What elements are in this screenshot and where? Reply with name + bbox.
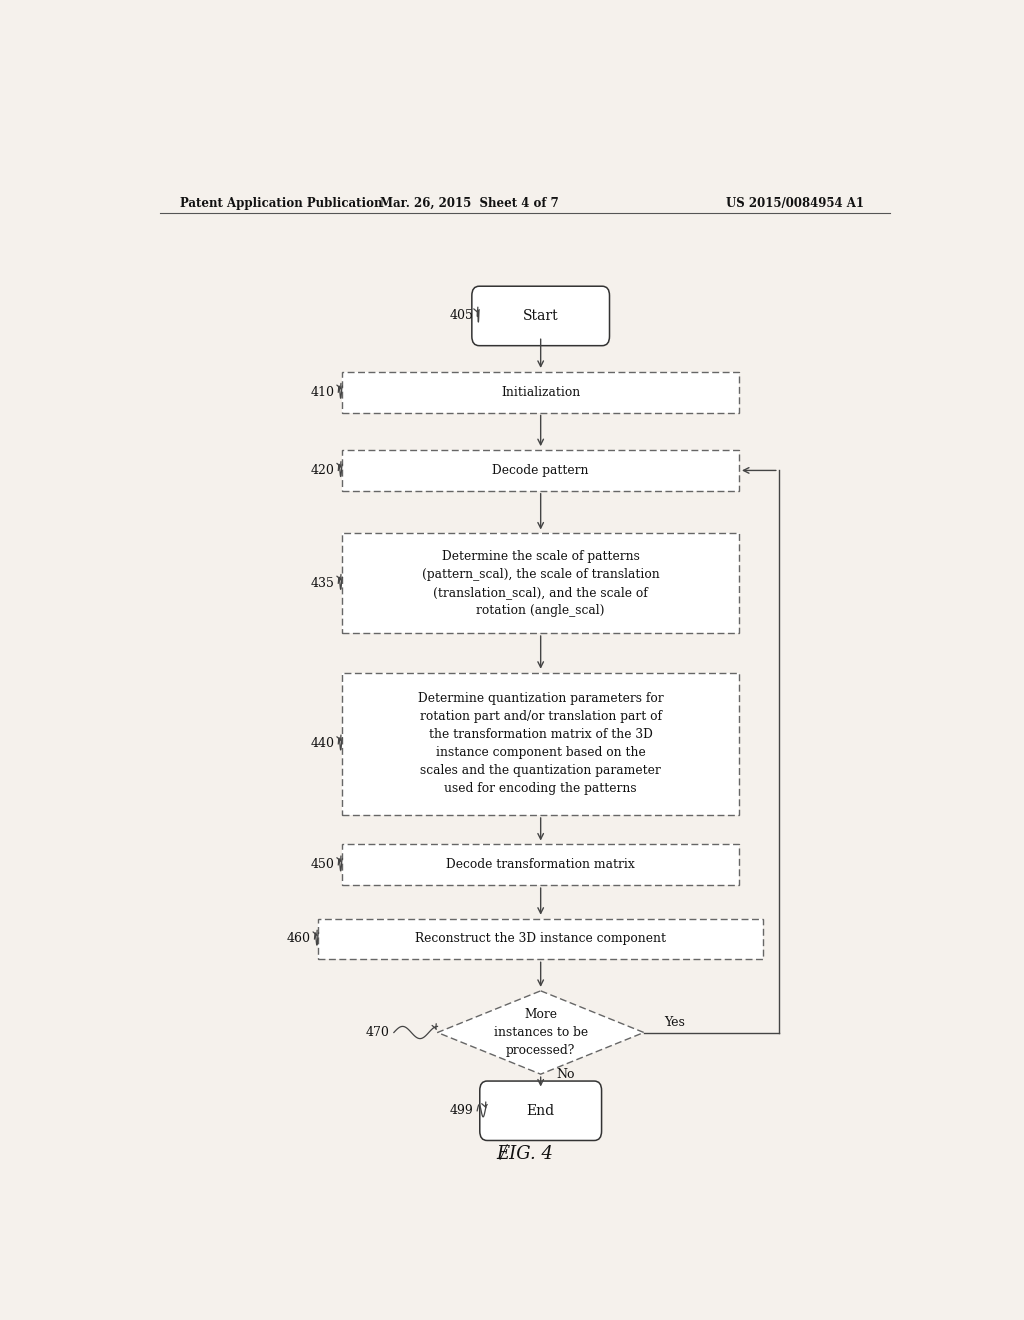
Text: 470: 470 [366, 1026, 390, 1039]
Text: Mar. 26, 2015  Sheet 4 of 7: Mar. 26, 2015 Sheet 4 of 7 [380, 197, 559, 210]
Text: 435: 435 [310, 577, 334, 590]
Bar [342, 450, 739, 491]
Bar [342, 372, 739, 412]
Bar [342, 533, 739, 634]
Text: 440: 440 [310, 738, 334, 750]
Bar [318, 919, 763, 960]
Text: 405: 405 [450, 309, 473, 322]
Text: Determine quantization parameters for
rotation part and/or translation part of
t: Determine quantization parameters for ro… [418, 693, 664, 796]
Text: 450: 450 [310, 858, 334, 871]
Polygon shape [437, 991, 644, 1074]
FancyBboxPatch shape [472, 286, 609, 346]
Text: Decode pattern: Decode pattern [493, 463, 589, 477]
Bar [318, 919, 763, 960]
Text: Yes: Yes [664, 1016, 685, 1028]
Text: End: End [526, 1104, 555, 1118]
Bar [342, 673, 739, 814]
Text: No: No [557, 1068, 575, 1081]
Bar [342, 845, 739, 886]
Text: Initialization: Initialization [501, 385, 581, 399]
FancyBboxPatch shape [480, 1081, 601, 1140]
Text: ɆIG. 4: ɆIG. 4 [497, 1146, 553, 1163]
Text: Reconstruct the 3D instance component: Reconstruct the 3D instance component [415, 932, 667, 945]
Bar [342, 372, 739, 412]
Text: 499: 499 [450, 1105, 473, 1117]
Bar [342, 845, 739, 886]
Bar [342, 450, 739, 491]
Bar [342, 533, 739, 634]
Text: 420: 420 [310, 463, 334, 477]
Text: Decode transformation matrix: Decode transformation matrix [446, 858, 635, 871]
Text: Determine the scale of patterns
(pattern_scal), the scale of translation
(transl: Determine the scale of patterns (pattern… [422, 549, 659, 616]
Text: More
instances to be
processed?: More instances to be processed? [494, 1008, 588, 1057]
Bar [342, 673, 739, 814]
Text: Patent Application Publication: Patent Application Publication [179, 197, 382, 210]
Text: 410: 410 [310, 385, 334, 399]
Text: US 2015/0084954 A1: US 2015/0084954 A1 [726, 197, 863, 210]
Text: 460: 460 [287, 932, 310, 945]
Text: Start: Start [523, 309, 558, 323]
